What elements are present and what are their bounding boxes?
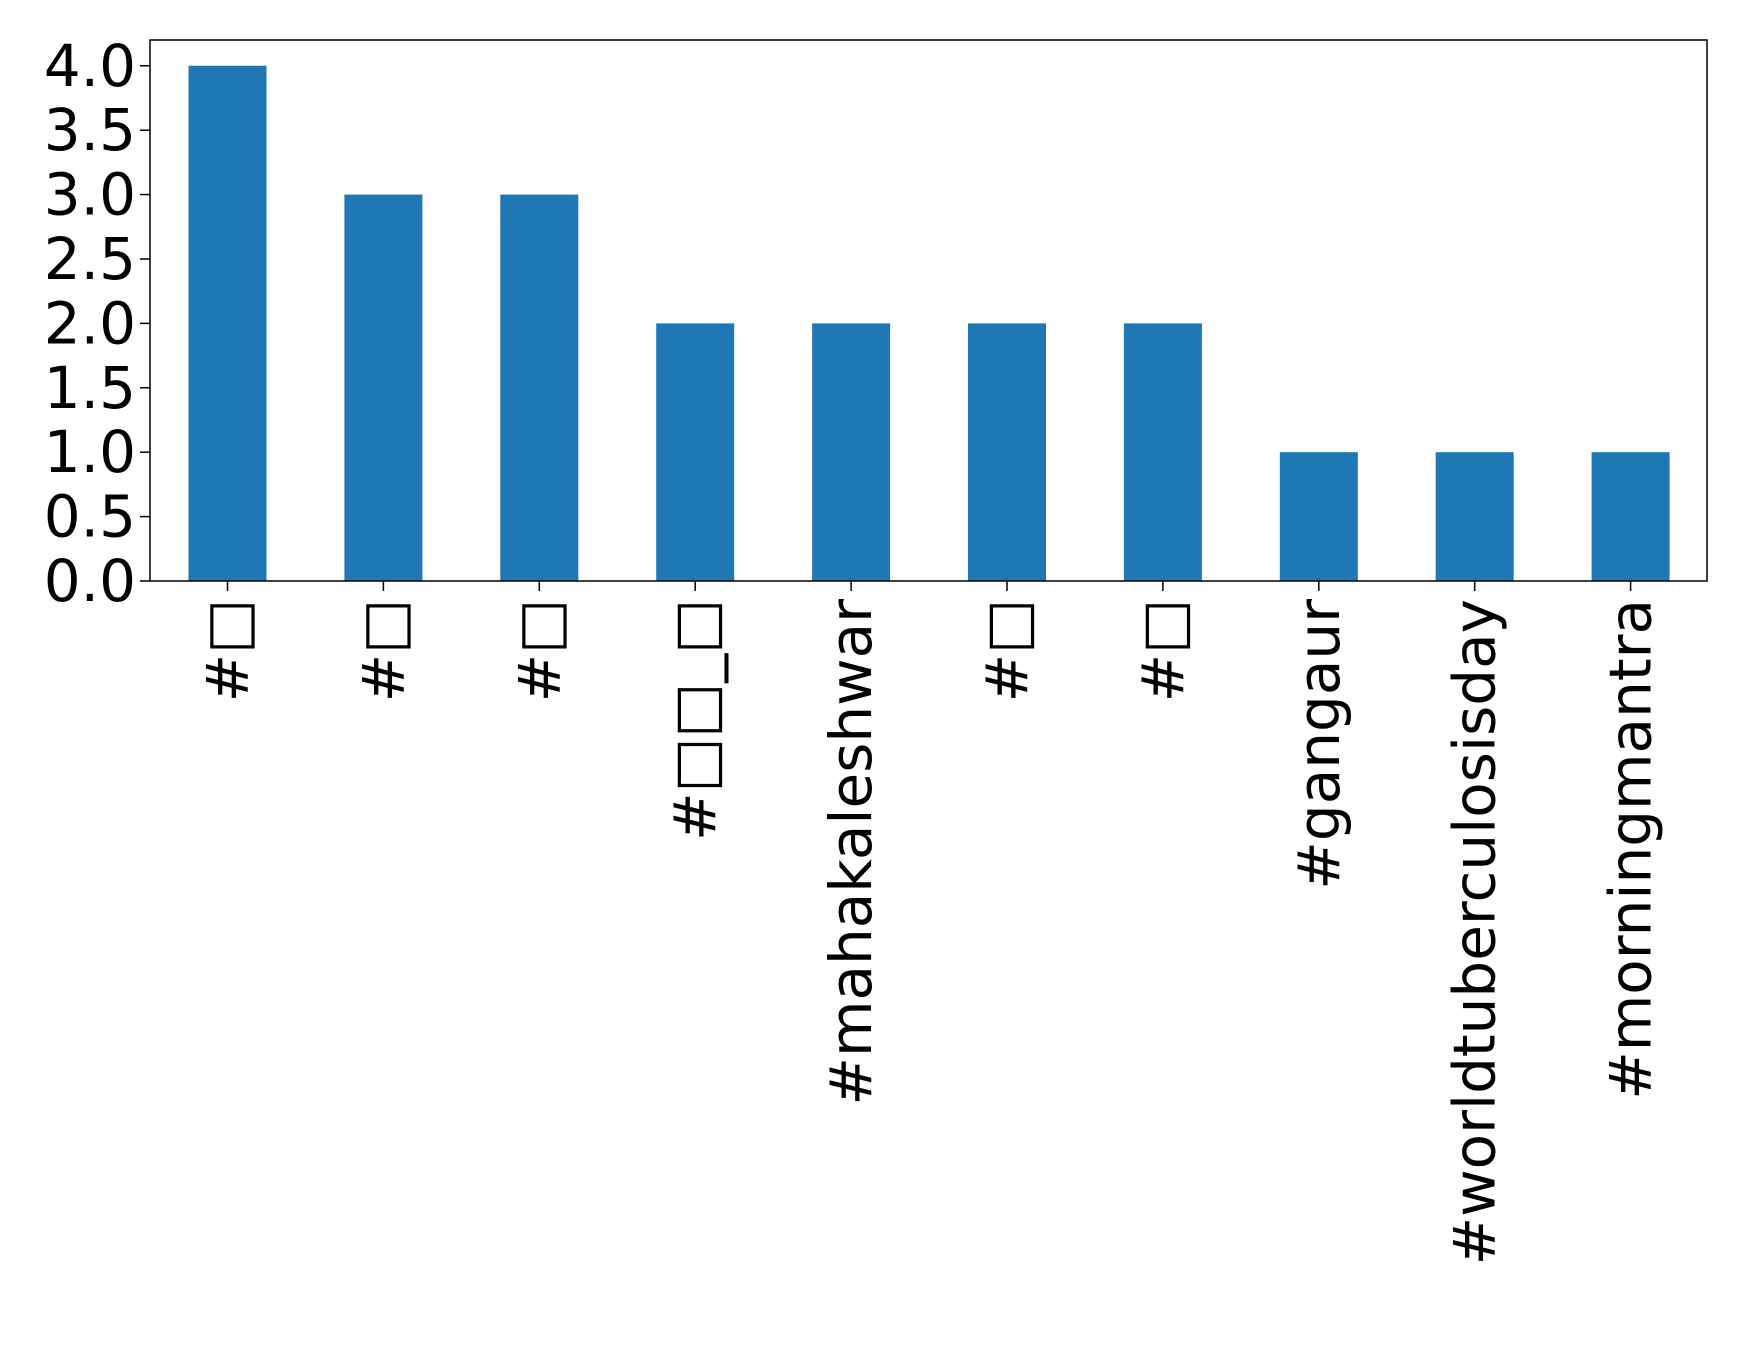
bar-4	[812, 323, 891, 581]
x-tick-label-5: #□	[973, 599, 1041, 702]
x-tick-label-8: #worldtuberculosisday	[1441, 599, 1509, 1265]
bars-group	[188, 65, 1670, 582]
bar-8	[1435, 452, 1514, 581]
bar-9	[1591, 452, 1670, 581]
y-tick-label-6: 3.0	[44, 161, 136, 229]
x-tick-label-0: #□	[194, 599, 262, 702]
x-axis: #□ #□ #□ #□□_□ #mahakaleshwar #□ #□ #gangaur #wo…	[194, 581, 1665, 1265]
bar-3	[656, 323, 735, 581]
x-tick-label-7: #gangaur	[1285, 599, 1353, 890]
y-tick-label-1: 0.5	[44, 483, 136, 551]
y-tick-label-7: 3.5	[44, 96, 136, 164]
y-tick-label-0: 0.0	[44, 547, 136, 615]
bar-2	[500, 194, 579, 582]
y-tick-label-2: 1.0	[44, 418, 136, 486]
plot-frame	[149, 39, 1708, 582]
y-axis: 0.00.51.01.52.02.53.03.54.0	[44, 32, 150, 615]
bar-7	[1279, 452, 1358, 581]
y-tick-label-3: 1.5	[44, 354, 136, 422]
x-tick-label-9: #morningmantra	[1597, 599, 1665, 1100]
y-tick-label-8: 4.0	[44, 32, 136, 100]
y-tick-label-4: 2.0	[44, 289, 136, 357]
bar-6	[1123, 323, 1202, 581]
x-tick-label-3: #□□_□	[661, 599, 729, 841]
x-tick-label-6: #□	[1129, 599, 1197, 702]
bar-0	[188, 65, 267, 581]
y-tick-label-5: 2.5	[44, 225, 136, 293]
bar-1	[344, 194, 423, 582]
bar-5	[968, 323, 1046, 581]
x-tick-label-1: #□	[349, 599, 417, 702]
x-tick-label-4: #mahakaleshwar	[817, 599, 885, 1106]
x-tick-label-2: #□	[505, 599, 573, 702]
